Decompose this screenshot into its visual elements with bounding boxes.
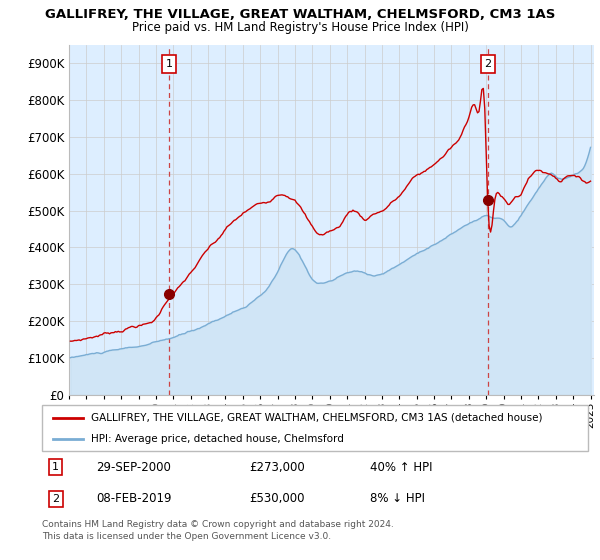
Text: 1: 1 (52, 462, 59, 472)
Text: This data is licensed under the Open Government Licence v3.0.: This data is licensed under the Open Gov… (42, 532, 331, 541)
Text: GALLIFREY, THE VILLAGE, GREAT WALTHAM, CHELMSFORD, CM3 1AS (detached house): GALLIFREY, THE VILLAGE, GREAT WALTHAM, C… (91, 413, 542, 423)
Text: 40% ↑ HPI: 40% ↑ HPI (370, 461, 432, 474)
Text: £273,000: £273,000 (250, 461, 305, 474)
Text: 2: 2 (52, 494, 59, 504)
Text: £530,000: £530,000 (250, 492, 305, 505)
Text: GALLIFREY, THE VILLAGE, GREAT WALTHAM, CHELMSFORD, CM3 1AS: GALLIFREY, THE VILLAGE, GREAT WALTHAM, C… (45, 8, 555, 21)
Text: 1: 1 (166, 59, 172, 69)
Text: 29-SEP-2000: 29-SEP-2000 (97, 461, 172, 474)
Text: 2: 2 (484, 59, 491, 69)
Text: Contains HM Land Registry data © Crown copyright and database right 2024.: Contains HM Land Registry data © Crown c… (42, 520, 394, 529)
Text: 08-FEB-2019: 08-FEB-2019 (97, 492, 172, 505)
Text: 8% ↓ HPI: 8% ↓ HPI (370, 492, 425, 505)
Text: HPI: Average price, detached house, Chelmsford: HPI: Average price, detached house, Chel… (91, 435, 344, 444)
Text: Price paid vs. HM Land Registry's House Price Index (HPI): Price paid vs. HM Land Registry's House … (131, 21, 469, 34)
